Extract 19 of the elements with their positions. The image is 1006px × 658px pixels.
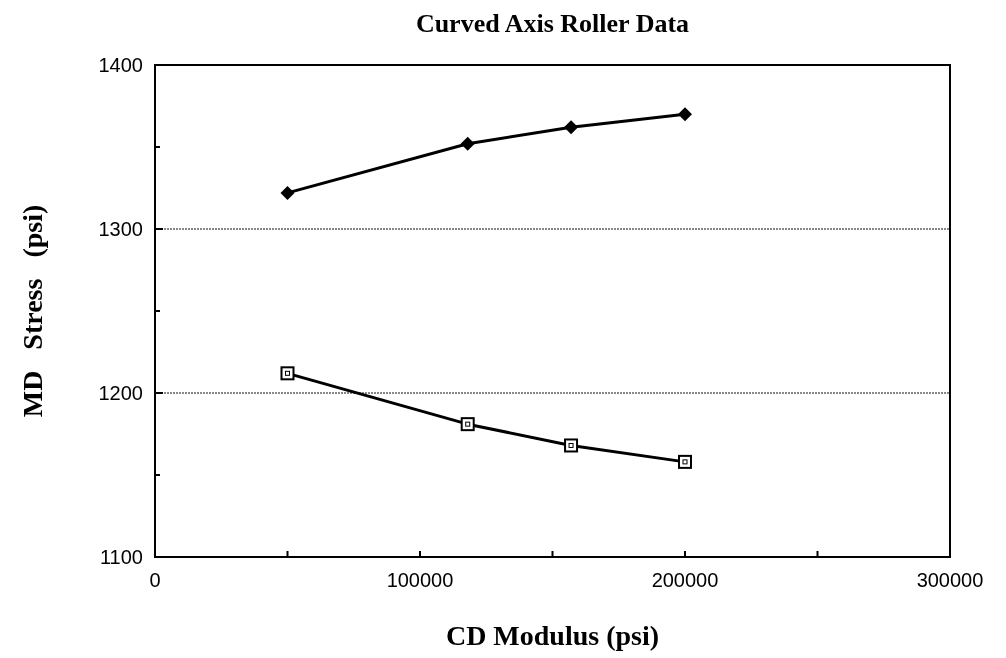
y-tick-label: 1300	[98, 218, 143, 240]
point	[460, 136, 475, 151]
point	[280, 185, 295, 200]
y-tick-label: 1100	[99, 546, 143, 568]
point	[678, 454, 692, 469]
point	[678, 107, 692, 122]
point	[280, 366, 295, 381]
chart-title: Curved Axis Roller Data	[415, 9, 690, 38]
x-tick-label: 100000	[386, 569, 454, 591]
x-tick-label: 200000	[651, 569, 719, 591]
point	[564, 438, 579, 453]
x-tick-label: 0	[149, 569, 161, 591]
x-tick-label: 300000	[916, 569, 984, 591]
point	[460, 417, 475, 432]
y-tick-label: 1200	[98, 382, 143, 404]
y-axis-title: MD Stress (psi)	[17, 204, 48, 418]
x-axis-title: CD Modulus (psi)	[445, 620, 660, 651]
point	[564, 120, 579, 135]
y-tick-label: 1400	[98, 54, 143, 76]
